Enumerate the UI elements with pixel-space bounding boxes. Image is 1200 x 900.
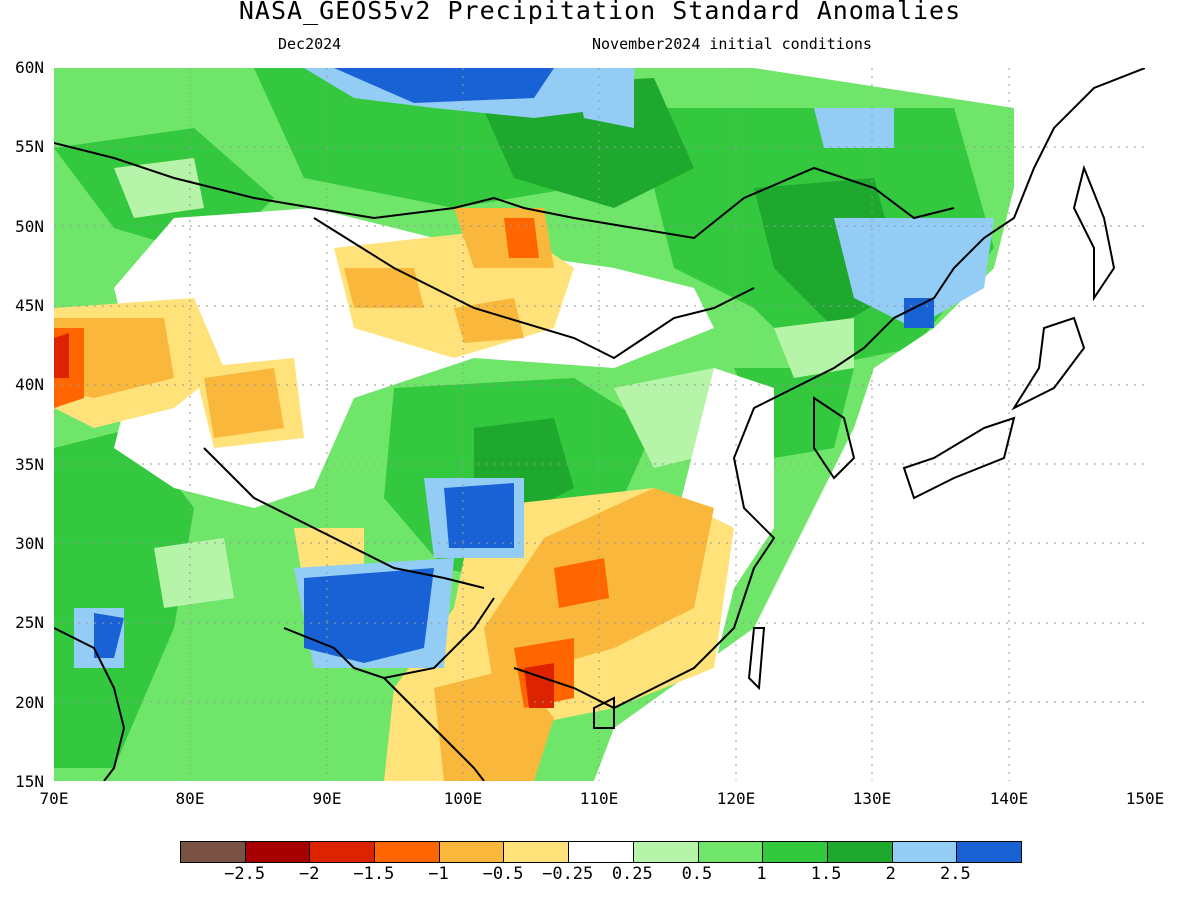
lon-label: 120E (716, 789, 756, 808)
grid-lines (54, 68, 1145, 781)
lon-label: 110E (579, 789, 619, 808)
valid-month-label: Dec2024 (278, 35, 342, 53)
chart-title: NASA_GEOS5v2 Precipitation Standard Anom… (238, 0, 962, 25)
colorbar-label: −0.25 (542, 864, 594, 884)
coastline-borders (54, 68, 1145, 781)
lat-label: 20N (15, 693, 44, 712)
lon-label: 90E (312, 789, 342, 808)
lat-label: 30N (15, 534, 44, 553)
colorbar-label: 1.5 (810, 864, 842, 884)
colorbar-label: −1.5 (353, 864, 395, 884)
colorbar-swatch (698, 842, 764, 862)
colorbar-label: 0.25 (611, 864, 653, 884)
colorbar-swatch (439, 842, 505, 862)
colorbar-swatch (245, 842, 311, 862)
colorbar-swatch (633, 842, 699, 862)
lon-label: 150E (1125, 789, 1165, 808)
lat-label: 55N (15, 137, 44, 156)
colorbar-label: −1 (428, 864, 449, 884)
colorbar-label: 0.5 (681, 864, 713, 884)
lon-label: 100E (443, 789, 483, 808)
lon-label: 70E (39, 789, 69, 808)
anomaly-map-svg (54, 68, 1145, 781)
lat-label: 40N (15, 375, 44, 394)
anomaly-map (54, 68, 1145, 781)
colorbar-swatch (310, 842, 376, 862)
colorbar-swatch (957, 842, 1021, 862)
lat-label: 50N (15, 217, 44, 236)
colorbar-label: −2.5 (224, 864, 266, 884)
lat-label: 60N (15, 58, 44, 77)
lat-label: 25N (15, 613, 44, 632)
lat-label: 15N (15, 772, 44, 791)
colorbar-swatch (827, 842, 893, 862)
colorbar-swatch (569, 842, 634, 862)
lat-label: 35N (15, 455, 44, 474)
lon-label: 140E (989, 789, 1029, 808)
lon-label: 130E (852, 789, 892, 808)
lon-label: 80E (175, 789, 205, 808)
colorbar-label: −2 (298, 864, 320, 884)
colorbar-label: 2 (885, 864, 896, 884)
lat-label: 45N (15, 296, 44, 315)
colorbar-label: 1 (756, 864, 767, 884)
colorbar-label: 2.5 (940, 864, 971, 884)
colorbar-swatch (892, 842, 958, 862)
colorbar-swatch (375, 842, 440, 862)
colorbar-swatch (763, 842, 828, 862)
colorbar (180, 841, 1022, 863)
colorbar-swatch (181, 842, 246, 862)
colorbar-label: −0.5 (482, 864, 524, 884)
init-conditions-label: November2024 initial conditions (592, 35, 872, 53)
anomaly-blue (94, 68, 934, 663)
colorbar-swatch (504, 842, 570, 862)
